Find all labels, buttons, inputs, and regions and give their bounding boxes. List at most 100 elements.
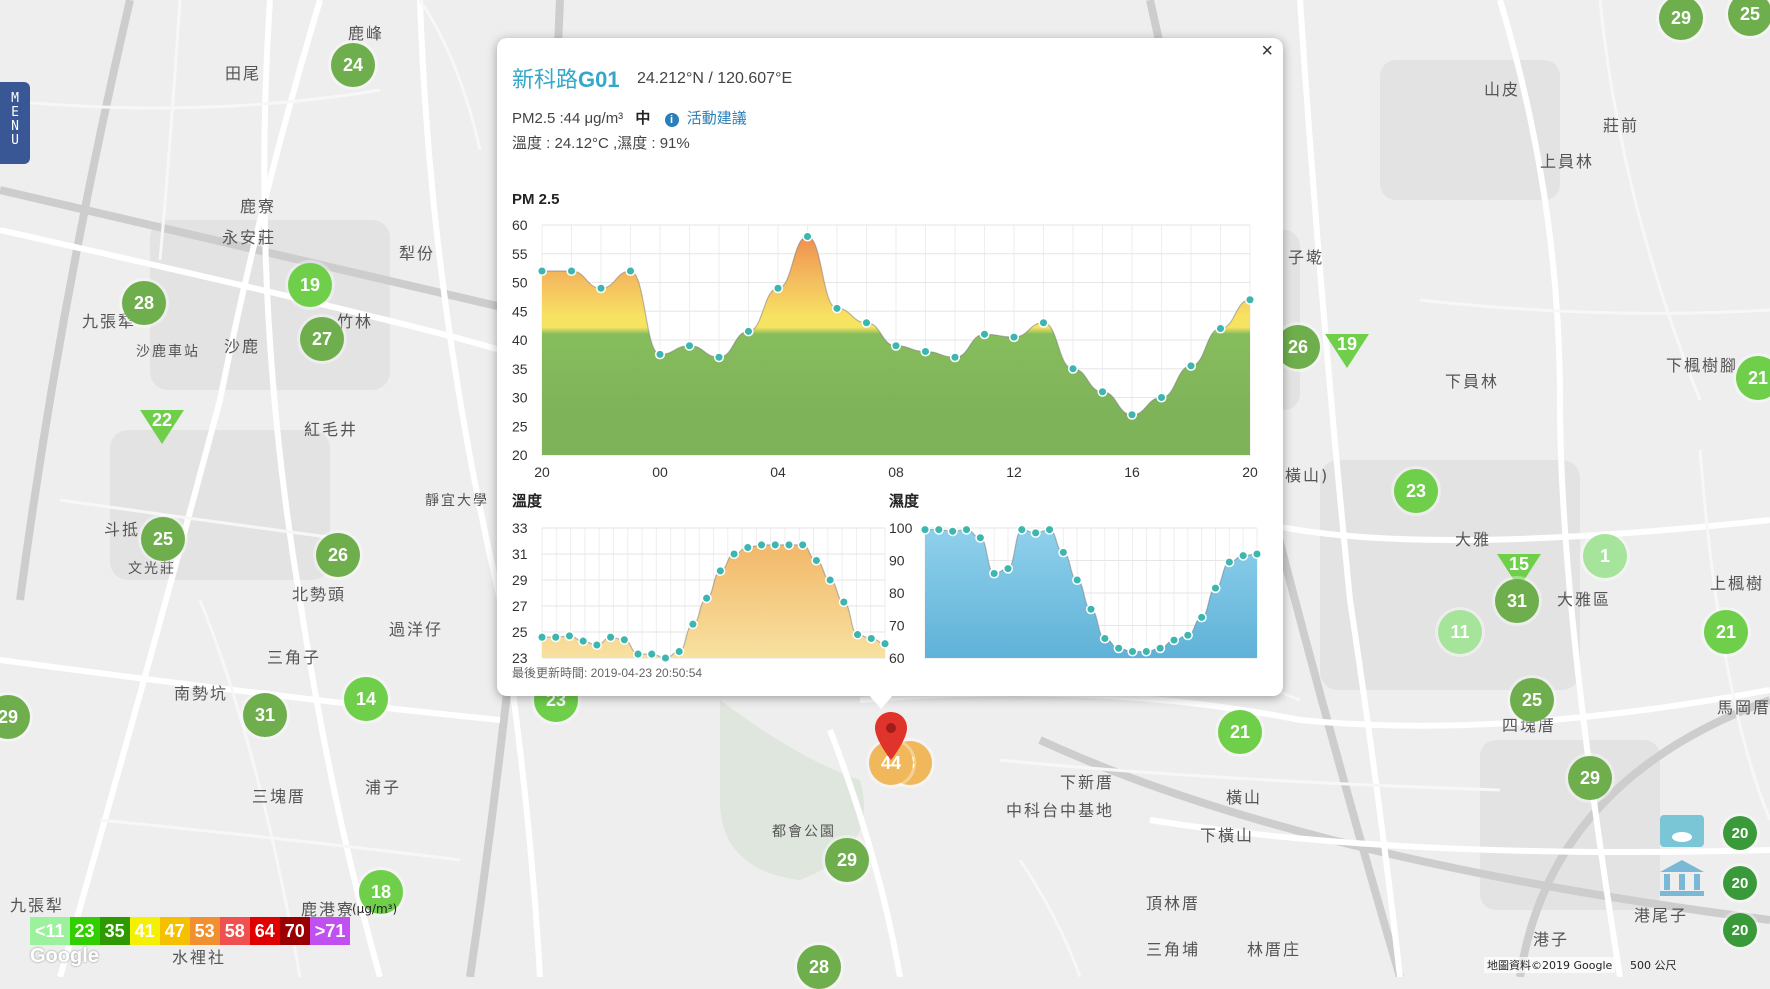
- data-point[interactable]: [1215, 323, 1226, 334]
- sensor-marker[interactable]: 31: [1495, 579, 1539, 623]
- data-point[interactable]: [933, 524, 944, 535]
- data-point[interactable]: [890, 340, 902, 351]
- data-point[interactable]: [920, 346, 931, 357]
- data-point[interactable]: [756, 539, 767, 550]
- data-point[interactable]: [1085, 604, 1097, 615]
- data-point[interactable]: [1156, 392, 1167, 403]
- info-icon[interactable]: i: [664, 113, 679, 127]
- sensor-marker[interactable]: 21: [1704, 610, 1748, 654]
- sensor-marker[interactable]: 14: [344, 677, 388, 721]
- data-point[interactable]: [550, 632, 561, 643]
- data-point[interactable]: [1126, 409, 1138, 420]
- data-point[interactable]: [1168, 635, 1180, 646]
- data-point[interactable]: [660, 652, 671, 664]
- data-point[interactable]: [961, 524, 972, 535]
- data-point[interactable]: [1097, 386, 1108, 397]
- location-pin-icon[interactable]: [875, 712, 907, 760]
- close-button[interactable]: ×: [1261, 40, 1273, 62]
- sensor-marker[interactable]: 28: [797, 945, 841, 989]
- data-point[interactable]: [1182, 630, 1193, 641]
- sensor-marker[interactable]: 20: [1723, 866, 1757, 900]
- data-point[interactable]: [743, 326, 754, 337]
- sensor-marker[interactable]: 31: [243, 693, 287, 737]
- sensor-marker[interactable]: 25: [141, 517, 185, 561]
- data-point[interactable]: [979, 329, 990, 340]
- sensor-marker[interactable]: 1: [1583, 534, 1627, 578]
- sensor-marker[interactable]: 18: [359, 870, 403, 914]
- data-point[interactable]: [861, 317, 872, 328]
- data-point[interactable]: [1113, 643, 1124, 654]
- data-point[interactable]: [866, 633, 877, 644]
- data-point[interactable]: [838, 597, 849, 608]
- sensor-marker[interactable]: 11: [1438, 610, 1482, 654]
- weather-layer-icon[interactable]: [1660, 815, 1704, 847]
- data-point[interactable]: [1002, 563, 1014, 574]
- data-point[interactable]: [1210, 583, 1221, 594]
- data-point[interactable]: [684, 340, 695, 351]
- data-point[interactable]: [713, 352, 725, 363]
- data-point[interactable]: [701, 593, 712, 604]
- sensor-marker[interactable]: 25: [1510, 678, 1554, 722]
- data-point[interactable]: [1058, 547, 1069, 558]
- data-point[interactable]: [605, 632, 616, 643]
- data-point[interactable]: [625, 265, 636, 277]
- data-point[interactable]: [1196, 612, 1207, 623]
- sensor-marker-triangle[interactable]: 19: [1325, 334, 1369, 368]
- data-point[interactable]: [1141, 646, 1152, 657]
- data-point[interactable]: [1044, 524, 1055, 535]
- sensor-marker[interactable]: 27: [300, 317, 344, 361]
- data-point[interactable]: [1185, 360, 1197, 371]
- sensor-marker[interactable]: 26: [1276, 325, 1320, 369]
- data-point[interactable]: [1016, 524, 1027, 535]
- data-point[interactable]: [536, 265, 548, 277]
- data-point[interactable]: [919, 524, 931, 535]
- data-point[interactable]: [654, 349, 666, 360]
- data-point[interactable]: [715, 565, 726, 576]
- sensor-marker[interactable]: 29: [1568, 756, 1612, 800]
- data-point[interactable]: [1067, 363, 1079, 374]
- data-point[interactable]: [852, 629, 863, 640]
- data-point[interactable]: [947, 526, 958, 537]
- data-point[interactable]: [591, 639, 602, 651]
- sensor-marker[interactable]: 19: [288, 263, 332, 307]
- data-point[interactable]: [975, 532, 986, 543]
- data-point[interactable]: [1251, 548, 1263, 560]
- data-point[interactable]: [674, 646, 685, 657]
- data-point[interactable]: [831, 303, 843, 314]
- map-data-credit[interactable]: 地圖資料©2019 Google: [1484, 957, 1616, 973]
- selected-sensor-marker[interactable]: 44: [869, 741, 913, 785]
- data-point[interactable]: [1008, 332, 1020, 343]
- data-point[interactable]: [1030, 527, 1041, 538]
- data-point[interactable]: [949, 352, 961, 363]
- data-point[interactable]: [566, 265, 577, 277]
- data-point[interactable]: [1244, 294, 1256, 305]
- station-layer-icon[interactable]: [1660, 860, 1704, 896]
- data-point[interactable]: [578, 636, 589, 647]
- data-point[interactable]: [989, 568, 1000, 579]
- sensor-marker[interactable]: 25: [1728, 0, 1770, 36]
- data-point[interactable]: [772, 283, 784, 294]
- data-point[interactable]: [1099, 633, 1110, 644]
- data-point[interactable]: [1038, 317, 1049, 328]
- data-point[interactable]: [687, 619, 698, 630]
- data-point[interactable]: [632, 649, 644, 660]
- sensor-marker[interactable]: 29: [1659, 0, 1703, 40]
- data-point[interactable]: [770, 539, 781, 550]
- data-point[interactable]: [595, 283, 607, 294]
- data-point[interactable]: [729, 548, 740, 560]
- sensor-marker[interactable]: 21: [1736, 356, 1770, 400]
- data-point[interactable]: [811, 555, 822, 566]
- sensor-marker[interactable]: 21: [1218, 710, 1262, 754]
- activity-advice-link[interactable]: 活動建議: [686, 110, 747, 127]
- sensor-marker[interactable]: 20: [1723, 816, 1757, 850]
- sensor-marker[interactable]: 24: [331, 43, 375, 87]
- data-point[interactable]: [783, 539, 795, 550]
- data-point[interactable]: [1238, 550, 1249, 561]
- data-point[interactable]: [646, 649, 657, 660]
- sensor-marker[interactable]: 28: [122, 281, 166, 325]
- menu-button[interactable]: MENU: [0, 82, 30, 164]
- data-point[interactable]: [619, 634, 630, 645]
- sensor-marker-triangle[interactable]: 22: [140, 410, 184, 444]
- sensor-marker[interactable]: 26: [316, 533, 360, 577]
- data-point[interactable]: [564, 630, 575, 641]
